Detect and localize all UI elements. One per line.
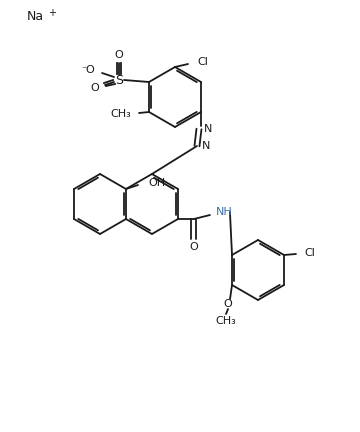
Text: Cl: Cl: [304, 248, 315, 258]
Text: ⁻: ⁻: [81, 65, 87, 75]
Text: O: O: [91, 83, 99, 93]
Text: OH: OH: [148, 178, 165, 188]
Text: O: O: [114, 50, 123, 60]
Text: N: N: [202, 141, 210, 151]
Text: NH: NH: [216, 207, 233, 217]
Text: O: O: [190, 242, 198, 252]
Text: +: +: [48, 8, 56, 18]
Text: O: O: [224, 299, 233, 309]
Text: O: O: [86, 65, 94, 75]
Text: S: S: [115, 73, 123, 86]
Text: Cl: Cl: [197, 57, 208, 67]
Text: CH₃: CH₃: [110, 109, 131, 119]
Text: Na: Na: [26, 10, 44, 23]
Text: CH₃: CH₃: [216, 316, 237, 326]
Text: N: N: [204, 124, 212, 134]
